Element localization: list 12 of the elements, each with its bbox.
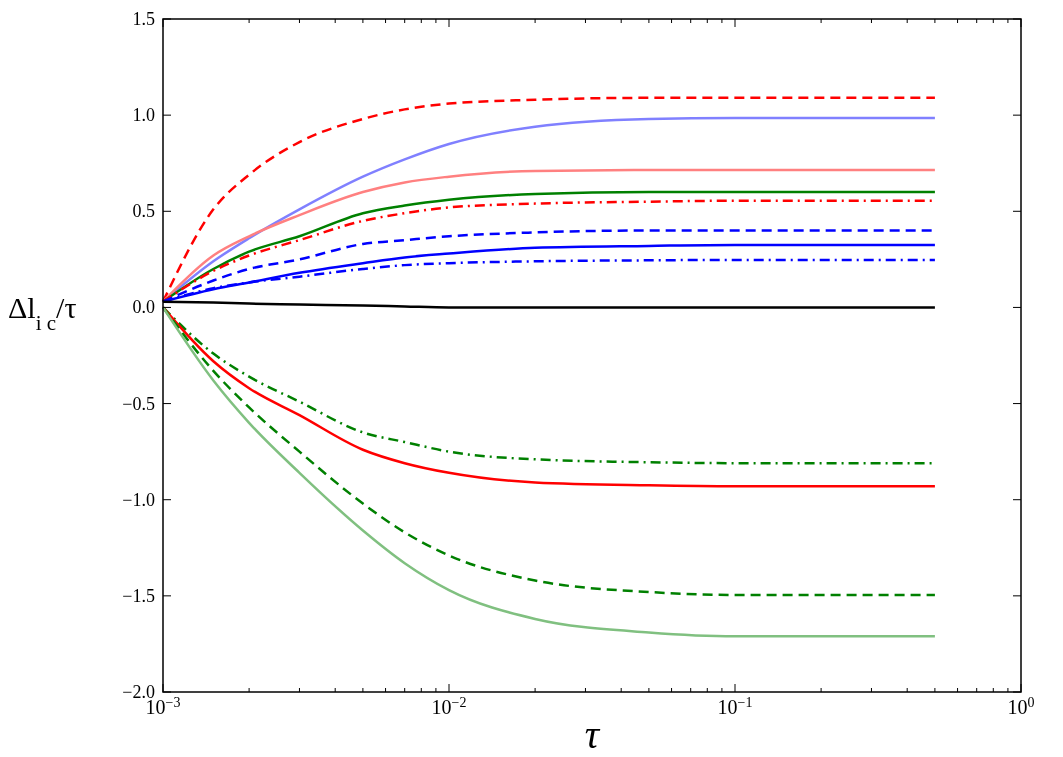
x-axis-title: τ — [584, 712, 601, 757]
y-tick-label: 0.5 — [132, 201, 155, 222]
y-tick-label: 1.0 — [132, 105, 155, 126]
x-tick-label: 10$^{−2}$ — [431, 694, 467, 718]
y-tick-label: 1.5 — [132, 9, 155, 29]
y-tick-label: −0.5 — [122, 393, 155, 414]
y-axis-title: Δl$_{i c}$/τ — [8, 291, 77, 335]
x-tick-label: 10$^{−1}$ — [717, 694, 753, 718]
y-tick-label: −1.5 — [122, 585, 155, 606]
y-tick-label: −1.0 — [122, 489, 155, 510]
y-tick-label: 0.0 — [132, 297, 155, 318]
x-tick-label: 10$^{0}$ — [1007, 694, 1035, 718]
